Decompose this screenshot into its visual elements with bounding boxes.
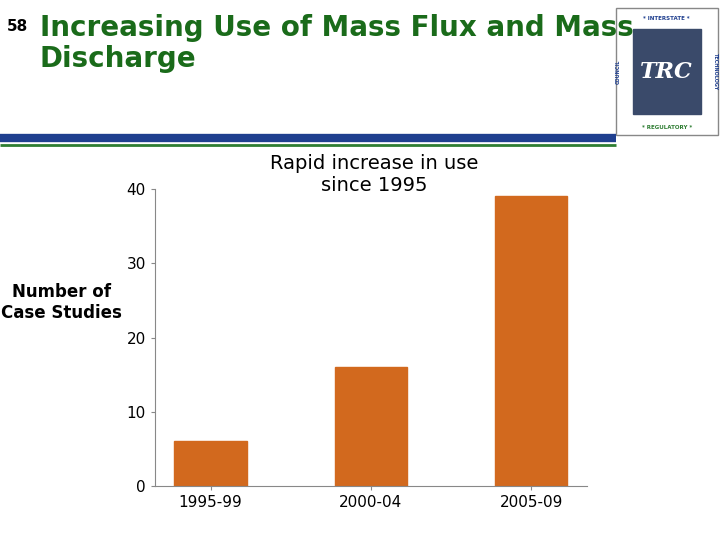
Text: TECHNOLOGY: TECHNOLOGY xyxy=(713,53,718,90)
Bar xyxy=(335,367,407,486)
Text: TRC: TRC xyxy=(640,60,693,83)
Text: * REGULATORY *: * REGULATORY * xyxy=(642,125,692,130)
Bar xyxy=(495,197,567,486)
Text: Number of
Case Studies: Number of Case Studies xyxy=(1,283,122,322)
Bar xyxy=(174,442,246,486)
Text: COUNCIL: COUNCIL xyxy=(616,59,621,84)
Text: 58: 58 xyxy=(7,19,29,34)
Text: Increasing Use of Mass Flux and Mass
Discharge: Increasing Use of Mass Flux and Mass Dis… xyxy=(40,14,634,73)
Text: * INTERSTATE *: * INTERSTATE * xyxy=(644,16,690,21)
Text: Rapid increase in use
since 1995: Rapid increase in use since 1995 xyxy=(270,154,479,195)
Bar xyxy=(633,29,701,114)
